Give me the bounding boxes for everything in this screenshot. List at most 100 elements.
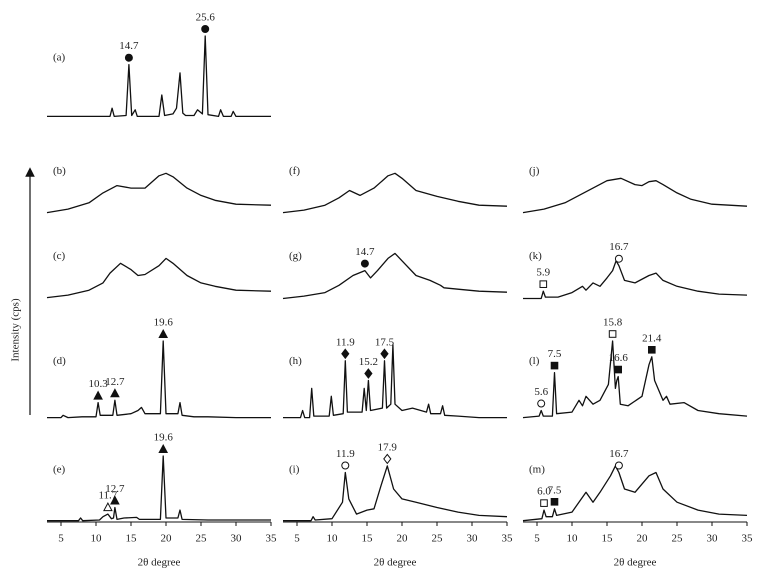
peak-label: 25.6	[196, 12, 216, 24]
peak-marker	[540, 499, 548, 507]
x-tick-label: 35	[502, 533, 514, 545]
peak-label: 21.4	[642, 332, 662, 344]
panel-label: (f)	[289, 165, 300, 177]
xrd-trace	[522, 340, 748, 419]
x-tick-label: 10	[91, 533, 103, 545]
peak-marker	[110, 495, 120, 505]
x-tick-label: 20	[397, 533, 409, 545]
peak-label: 11.9	[336, 448, 355, 460]
peak-marker	[608, 330, 617, 338]
xrd-trace	[523, 260, 748, 300]
peak-marker	[383, 453, 392, 465]
peak-label: 7.5	[548, 348, 562, 360]
xrd-trace	[282, 252, 508, 300]
x-tick-label: 10	[567, 533, 579, 545]
peak-marker	[614, 461, 623, 470]
x-tick-label: 25	[432, 533, 444, 545]
panel-label: (g)	[289, 250, 302, 262]
peak-label: 5.6	[534, 386, 548, 398]
peak-marker	[124, 53, 133, 62]
peak-marker	[380, 348, 389, 360]
peak-label: 11.7	[98, 490, 117, 502]
x-axis-label: 2θ degree	[614, 557, 657, 569]
panel-label: (j)	[529, 165, 540, 177]
peak-label: 17.9	[378, 441, 398, 453]
peak-marker	[110, 388, 120, 398]
panel-label: (m)	[529, 464, 545, 476]
x-tick-label: 5	[58, 533, 64, 545]
x-tick-label: 15	[126, 533, 138, 545]
x-tick-label: 35	[742, 533, 754, 545]
xrd-trace	[47, 340, 271, 419]
x-tick-label: 25	[196, 533, 208, 545]
panel-label: (k)	[529, 250, 542, 262]
peak-marker	[93, 390, 103, 400]
peak-marker	[103, 502, 113, 512]
peak-marker	[537, 399, 546, 408]
x-tick-label: 20	[161, 533, 173, 545]
x-tick-label: 15	[602, 533, 614, 545]
peak-label: 16.6	[609, 352, 629, 364]
xrd-trace	[283, 344, 507, 419]
peak-label: 6.0	[537, 486, 551, 498]
x-tick-label: 10	[327, 533, 339, 545]
peak-label: 19.6	[154, 317, 174, 329]
xrd-trace	[282, 172, 508, 214]
panel-label: (d)	[53, 355, 66, 367]
panel-label: (b)	[53, 165, 66, 177]
peak-label: 11.9	[336, 336, 355, 348]
x-tick-label: 20	[637, 533, 649, 545]
panel-label: (e)	[53, 464, 66, 476]
panel-label: (h)	[289, 355, 302, 367]
xrd-trace	[47, 455, 271, 522]
panel-label: (a)	[53, 52, 66, 64]
peak-marker	[550, 498, 559, 506]
peak-label: 12.7	[105, 376, 125, 388]
y-axis-label: Intensity (cps)	[10, 298, 22, 362]
peak-marker	[614, 365, 623, 374]
peak-label: 12.7	[105, 483, 125, 495]
peak-marker	[158, 328, 169, 338]
x-tick-label: 5	[534, 533, 540, 545]
peak-label: 5.9	[536, 267, 550, 279]
peak-label: 10.3	[88, 378, 108, 390]
peak-label: 14.7	[119, 40, 139, 52]
panel-label: (i)	[289, 464, 300, 476]
peak-marker	[364, 368, 373, 379]
peak-marker	[550, 361, 559, 370]
x-axis-label: 2θ degree	[138, 557, 181, 569]
peak-marker	[341, 348, 350, 360]
xrd-trace	[46, 172, 272, 214]
x-tick-label: 15	[362, 533, 374, 545]
x-tick-label: 25	[672, 533, 684, 545]
peak-label: 15.2	[359, 356, 378, 368]
peak-label: 15.8	[603, 317, 623, 329]
peak-label: 7.5	[548, 484, 562, 496]
x-tick-label: 30	[707, 533, 719, 545]
xrd-trace	[522, 465, 748, 522]
peak-marker	[360, 259, 369, 268]
peak-label: 16.7	[609, 448, 629, 460]
x-tick-label: 35	[266, 533, 278, 545]
x-tick-label: 30	[231, 533, 243, 545]
x-tick-label: 5	[294, 533, 300, 545]
xrd-trace	[522, 177, 748, 214]
x-axis-label: 2θ degree	[374, 557, 417, 569]
x-tick-label: 30	[467, 533, 479, 545]
peak-marker	[201, 25, 210, 33]
xrd-trace	[283, 465, 508, 522]
peak-label: 17.5	[375, 336, 395, 348]
peak-marker	[158, 443, 169, 453]
peak-marker	[539, 280, 548, 288]
xrd-trace	[47, 35, 271, 118]
panel-label: (l)	[529, 355, 540, 367]
peak-label: 16.7	[609, 241, 629, 253]
peak-marker	[341, 461, 350, 470]
peak-marker	[648, 346, 656, 354]
peak-label: 14.7	[355, 246, 375, 258]
xrd-trace	[46, 257, 272, 299]
peak-label: 19.6	[154, 432, 174, 444]
peak-marker	[614, 254, 623, 263]
